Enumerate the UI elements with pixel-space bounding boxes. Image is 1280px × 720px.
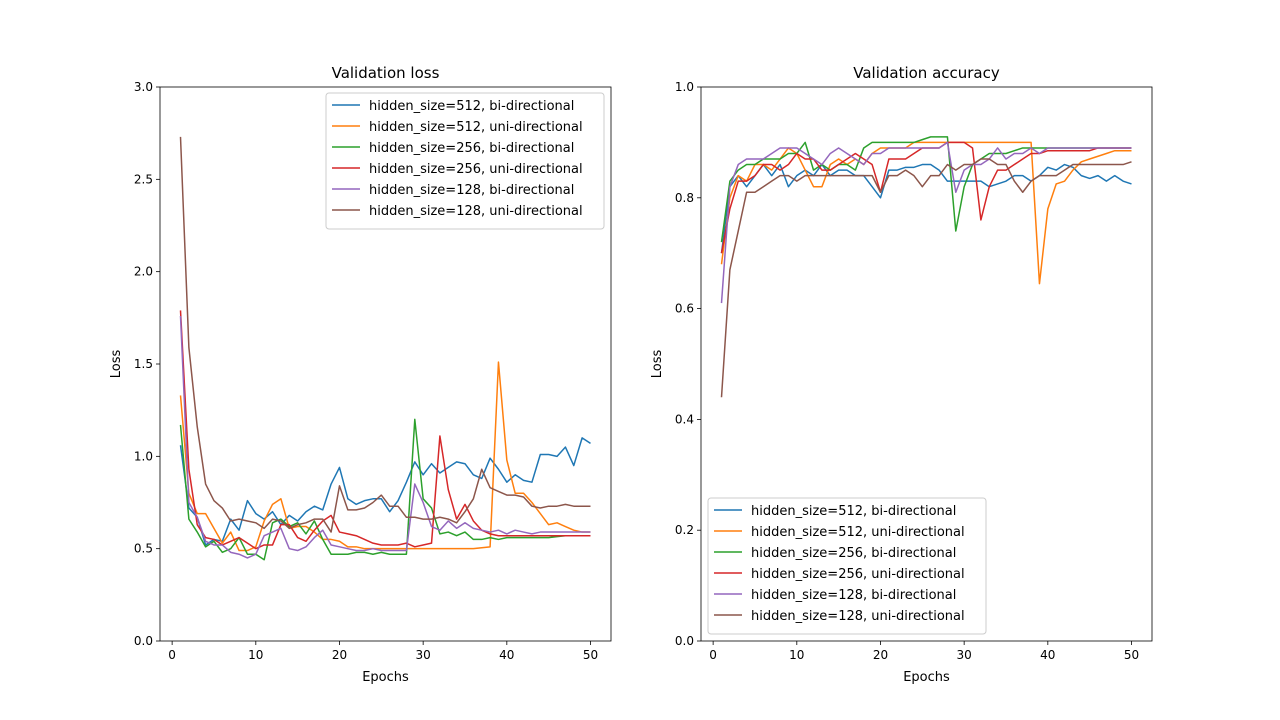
series-line-2 [179,361,591,552]
legend: hidden_size=512, bi-directional hidden_si… [707,497,987,635]
y-tick-label: 2.5 [134,172,153,186]
x-tick-label: 20 [873,648,888,662]
x-tick-label: 10 [248,648,263,662]
y-tick-label: 0.6 [675,302,694,316]
x-tick-label: 50 [583,648,598,662]
legend-label: hidden_size=512, bi-directional [369,99,574,114]
legend-label: hidden_size=256, uni-directional [751,567,965,582]
legend-box [707,497,987,635]
series-line-3 [179,418,591,561]
y-tick-label: 0.5 [134,542,153,556]
y-tick-label: 1.5 [134,357,153,371]
y-tick-label: 0.8 [675,191,694,205]
legend: hidden_size=512, bi-directional hidden_si… [325,92,605,230]
y-tick-label: 0.0 [134,634,153,648]
y-tick-label: 0.0 [675,634,694,648]
x-tick-label: 30 [416,648,431,662]
series-line-6 [720,158,1132,398]
chart-title: Validation accuracy [853,64,1000,82]
y-tick-label: 2.0 [134,265,153,279]
legend-label: hidden_size=128, bi-directional [369,183,574,198]
x-tick-label: 50 [1124,648,1139,662]
series-lines [720,136,1132,398]
legend-label: hidden_size=256, bi-directional [751,546,956,561]
legend-label: hidden_size=512, uni-directional [369,120,583,135]
series-line-6 [179,136,591,533]
y-tick-label: 0.4 [675,412,694,426]
x-tick-label: 40 [499,648,514,662]
y-tick-label: 0.2 [675,523,694,537]
y-axis-label: Loss [650,350,665,379]
series-line-5 [179,315,591,559]
series-line-1 [179,437,591,546]
x-tick-label: 30 [957,648,972,662]
loss-chart: 0 10 20 30 40 50 0.0 0.5 1.0 1.5 2.0 2.5 3.0 Validati… [109,64,612,685]
series-line-4 [179,310,591,550]
x-axis-label: Epochs [362,670,409,685]
y-tick-label: 1.0 [675,80,694,94]
axes-frame [700,86,1153,642]
legend-label: hidden_size=128, bi-directional [751,588,956,603]
legend-label: hidden_size=512, bi-directional [751,504,956,519]
legend-label: hidden_size=128, uni-directional [751,609,965,624]
x-axis-label: Epochs [903,670,950,685]
y-tick-label: 1.0 [134,449,153,463]
accuracy-chart: 0 10 20 30 40 50 0.0 0.2 0.4 0.6 0.8 1.0 Validation … [650,64,1153,685]
x-tick-label: 0 [168,648,176,662]
series-line-5 [720,141,1132,304]
series-line-1 [720,163,1132,254]
x-tick-label: 40 [1040,648,1055,662]
y-tick-label: 3.0 [134,80,153,94]
x-tick-label: 0 [709,648,717,662]
legend-label: hidden_size=256, uni-directional [369,162,583,177]
series-lines [179,136,591,561]
x-tick-label: 10 [789,648,804,662]
legend-label: hidden_size=128, uni-directional [369,204,583,219]
series-line-2 [720,141,1132,285]
x-tick-label: 20 [332,648,347,662]
legend-label: hidden_size=512, uni-directional [751,525,965,540]
chart-title: Validation loss [332,64,440,82]
y-axis-label: Loss [109,350,124,379]
legend-label: hidden_size=256, bi-directional [369,141,574,156]
legend-box [325,92,605,230]
